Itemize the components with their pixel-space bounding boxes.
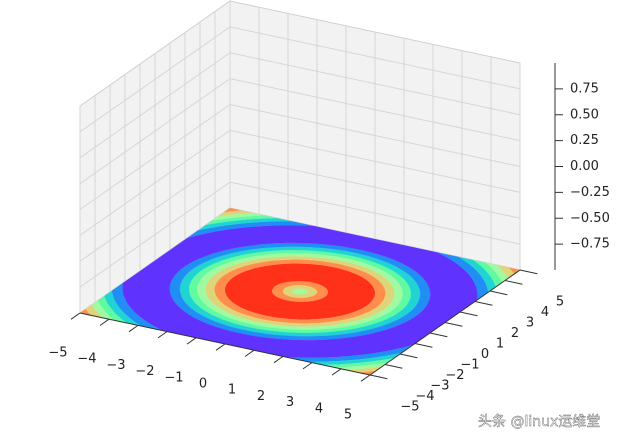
y-tick-label: −3 (430, 379, 449, 394)
y-tick-label: 0 (481, 347, 489, 362)
axes: −5 −4 −3 −2 −1 0 1 2 3 4 5−5−4−3−2−1012345−0.75−0.… (48, 63, 610, 423)
y-tick (489, 290, 508, 296)
grid-line (229, 181, 521, 245)
x-tick-label: −4 (77, 352, 96, 367)
x-tick-label: 4 (315, 401, 323, 416)
grid-line (79, 155, 231, 262)
x-tick (186, 337, 197, 345)
grid-line (79, 78, 231, 185)
grid-line (79, 26, 231, 133)
grid-line (229, 155, 521, 219)
grid-line (79, 52, 231, 159)
y-tick (414, 343, 433, 348)
y-tick (399, 353, 418, 359)
y-tick (519, 269, 538, 275)
y-tick-label: 2 (511, 326, 519, 341)
z-tick-label: 0.50 (570, 107, 599, 122)
grid-line (229, 129, 521, 193)
y-tick (384, 364, 403, 369)
grid-line (229, 26, 521, 90)
x-tick (244, 349, 255, 357)
x-tick-label: 0 (199, 377, 207, 392)
x-tick-label: 3 (286, 395, 294, 410)
y-tick-label: 3 (526, 316, 534, 331)
grid-line (229, 104, 521, 167)
x-tick-label: 2 (257, 389, 265, 404)
z-tick-label: 0.75 (570, 81, 599, 96)
y-tick-label: 1 (496, 337, 504, 352)
z-tick-label: 0.00 (570, 159, 599, 174)
x-tick-label: 1 (228, 383, 236, 398)
y-tick-label: 5 (556, 295, 564, 310)
x-tick (273, 355, 284, 364)
x-tick (331, 368, 342, 376)
x-tick (157, 331, 168, 339)
y-tick (474, 301, 493, 306)
grid-line (79, 129, 231, 236)
x-tick-label: −3 (106, 358, 125, 373)
y-tick (369, 374, 388, 380)
grid-line (79, 181, 231, 288)
y-tick-label: −4 (415, 389, 434, 404)
z-tick-label: −0.25 (570, 185, 610, 200)
x-tick-label: −1 (164, 370, 183, 385)
y-tick-label: −5 (400, 400, 419, 415)
y-tick-label: −1 (460, 358, 479, 373)
z-tick-label: −0.50 (570, 211, 610, 226)
watermark: 头条 @linux运维堂 (478, 413, 600, 430)
grid-line (229, 78, 521, 142)
x-tick (70, 312, 81, 320)
grid-line (229, 52, 521, 116)
y-tick-label: −2 (445, 368, 464, 383)
z-tick-label: 0.25 (570, 133, 599, 148)
y-tick (429, 332, 448, 338)
grid-line (79, 104, 231, 210)
y-tick (444, 322, 463, 327)
y-tick-label: 4 (541, 305, 549, 320)
x-tick (302, 362, 313, 370)
y-tick (459, 311, 478, 317)
x-tick-label: 5 (344, 408, 352, 423)
x-tick-label: −2 (135, 364, 154, 379)
x-tick (360, 374, 371, 382)
x-tick (128, 324, 139, 333)
y-tick (504, 280, 523, 285)
x-tick (99, 318, 110, 326)
x-tick-label: −5 (48, 346, 67, 361)
x-tick (215, 343, 226, 351)
z-tick-label: −0.75 (570, 237, 610, 252)
